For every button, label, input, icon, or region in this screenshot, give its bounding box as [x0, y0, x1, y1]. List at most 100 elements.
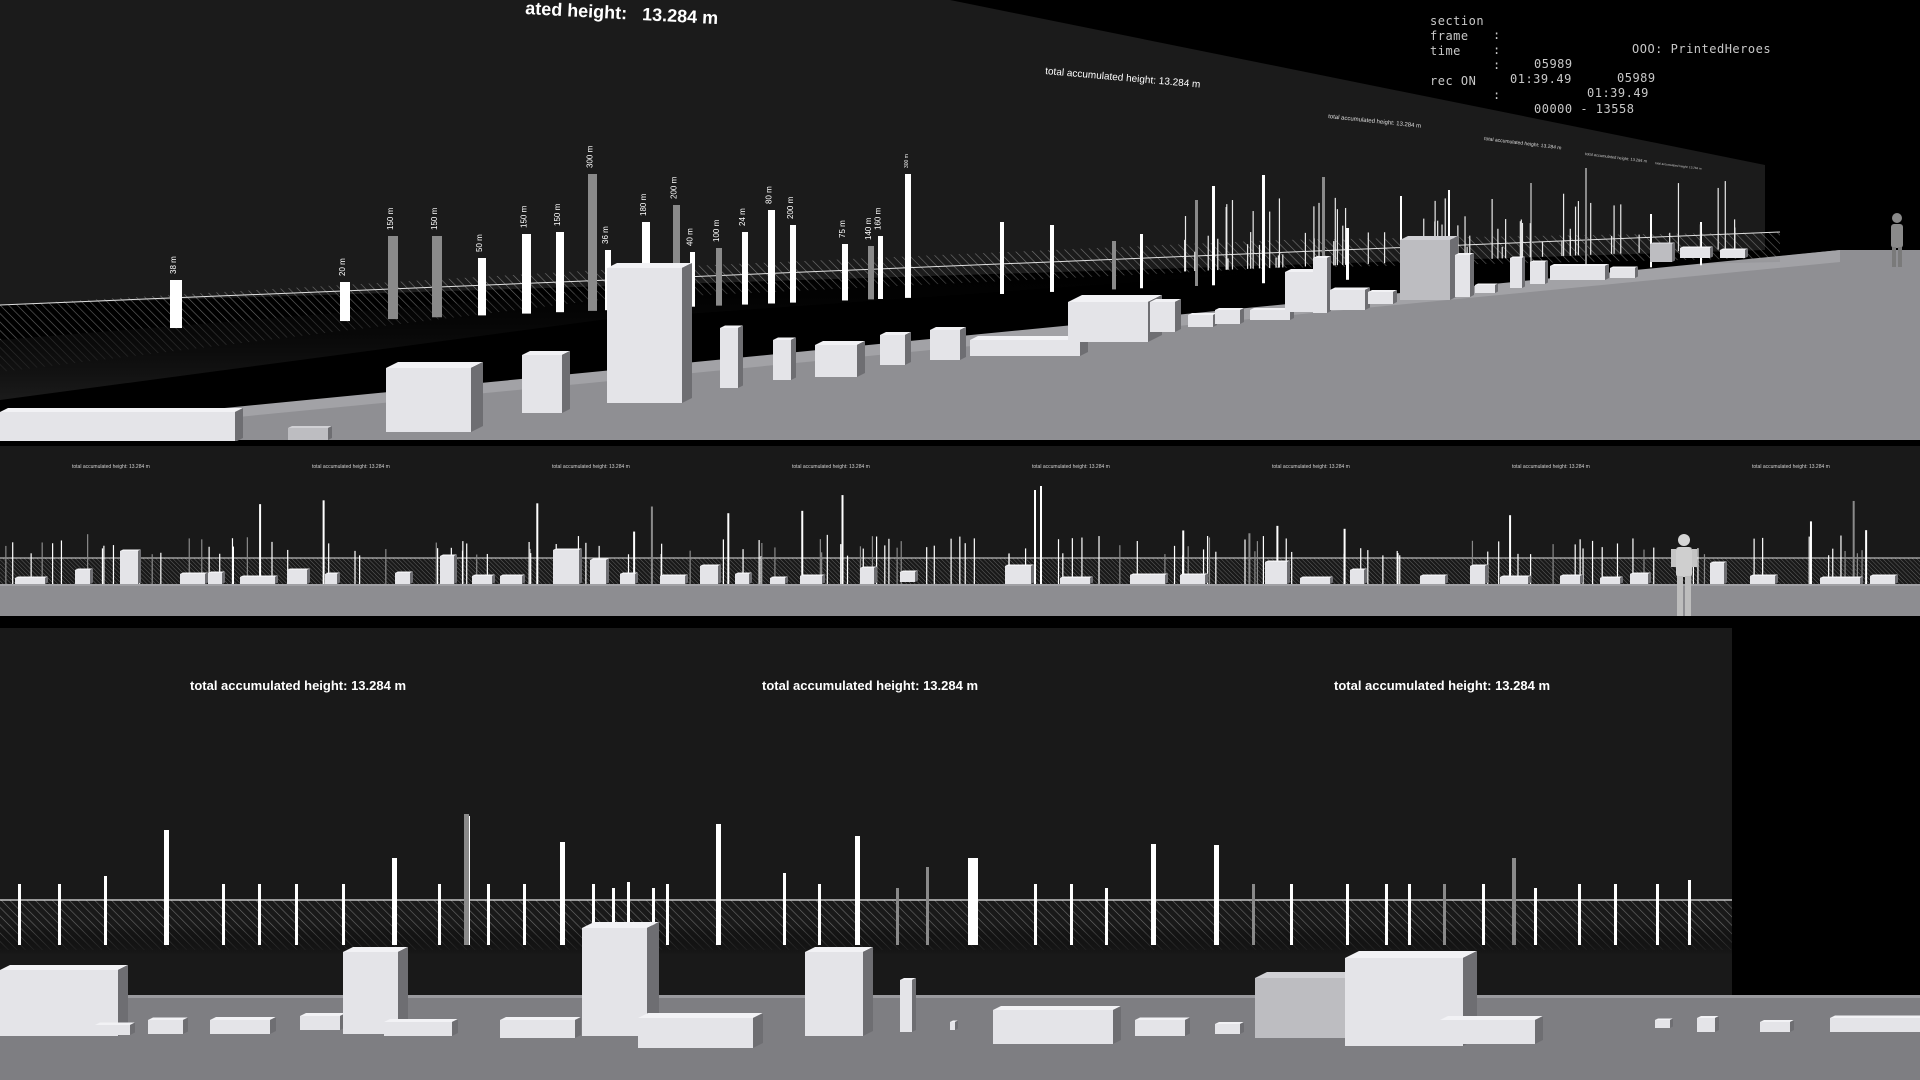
- height-bar: [1367, 550, 1369, 584]
- block: [1650, 242, 1675, 262]
- block: [1600, 576, 1623, 584]
- block: [1180, 573, 1208, 584]
- block: [1330, 287, 1370, 310]
- height-bar: [1434, 200, 1436, 262]
- height-bar: [855, 836, 860, 945]
- bottom-panel: total accumulated height: 13.284 m total…: [0, 628, 1920, 1080]
- height-bar: [888, 538, 890, 584]
- height-bar: [322, 500, 325, 584]
- block: [288, 426, 332, 440]
- height-bar: [1262, 175, 1265, 284]
- bar-height-label: 150 m: [520, 205, 529, 228]
- height-bar: [959, 536, 961, 584]
- height-bar: [1753, 538, 1755, 584]
- height-bar: [1469, 235, 1471, 260]
- height-bar: [438, 884, 441, 945]
- block: [300, 1013, 346, 1030]
- bar-height-label: 80 m: [765, 186, 774, 204]
- height-bar: [826, 534, 828, 584]
- height-bar: [151, 554, 153, 584]
- height-bar: [1136, 541, 1138, 584]
- bar-height-label: 180 m: [639, 193, 648, 216]
- height-bar: [1444, 198, 1446, 261]
- block: [1680, 246, 1713, 258]
- height-bar: [840, 544, 842, 584]
- height-bar: [259, 504, 262, 584]
- block: [1005, 564, 1034, 584]
- height-bar: [1252, 884, 1255, 945]
- height-bar: [1195, 200, 1198, 286]
- height-bar: [1448, 190, 1450, 276]
- height-bar: [666, 884, 669, 945]
- height-bar: [201, 539, 203, 584]
- height-bar: [1482, 884, 1485, 945]
- height-bar: [1248, 533, 1251, 584]
- block: [0, 408, 243, 442]
- block: [700, 564, 721, 584]
- block: [384, 1019, 458, 1036]
- height-bar: [1217, 238, 1219, 271]
- hud-rec-label: rec ON: [1430, 74, 1477, 88]
- height-bar: [385, 549, 387, 584]
- height-bar: [673, 205, 680, 308]
- mid-height-label: total accumulated height: 13.284 m: [1752, 464, 1830, 470]
- height-bar: [1591, 540, 1594, 584]
- block: [1455, 253, 1474, 297]
- height-bar: [585, 542, 587, 584]
- block: [95, 1022, 135, 1035]
- block: [1630, 572, 1651, 584]
- height-bar: [933, 545, 935, 584]
- block: [900, 978, 916, 1032]
- height-bar: [1322, 177, 1325, 281]
- height-bar: [1194, 251, 1196, 272]
- height-bar: [1585, 168, 1587, 270]
- block: [15, 576, 48, 584]
- height-bar: [652, 888, 655, 945]
- block: [75, 568, 93, 584]
- height-bar: [1258, 244, 1261, 269]
- height-bar: [1856, 553, 1858, 584]
- height-bar: [1202, 549, 1205, 584]
- height-bar: [1734, 219, 1736, 249]
- hud-rec-value: 00000 - 13558: [1534, 102, 1635, 116]
- height-bar: [52, 543, 54, 584]
- height-bar: [1342, 225, 1344, 265]
- block: [1060, 576, 1093, 584]
- block: [880, 332, 911, 365]
- block: [210, 1017, 276, 1034]
- hud-frame-a: 05989: [1534, 57, 1573, 71]
- hud-rec-row: rec ON : 00000 - 13558: [1430, 74, 1635, 116]
- height-bar: [466, 543, 468, 584]
- height-bar: [1577, 201, 1580, 256]
- height-bar: [1231, 200, 1234, 270]
- height-bar: [258, 884, 261, 945]
- height-bar: [536, 503, 539, 584]
- height-bar: [1509, 515, 1512, 584]
- height-bar: [112, 545, 115, 584]
- block: [805, 947, 873, 1036]
- height-bar: [1050, 225, 1054, 292]
- height-bar: [627, 554, 630, 584]
- height-bar: [1343, 553, 1345, 584]
- height-bar: [1276, 525, 1279, 584]
- bar-height-label: 150 m: [553, 203, 562, 226]
- height-bar: [716, 248, 722, 306]
- block: [148, 1017, 188, 1034]
- block: [1368, 290, 1397, 304]
- mid-height-label: total accumulated height: 13.284 m: [72, 464, 150, 470]
- bar-height-label: 160 m: [874, 207, 883, 230]
- height-bar: [1614, 884, 1617, 945]
- height-bar: [1574, 206, 1577, 256]
- height-bar: [160, 552, 162, 584]
- height-bar: [1498, 541, 1500, 584]
- height-bar: [1688, 880, 1691, 945]
- height-bar: [1529, 554, 1532, 584]
- block: [607, 263, 692, 403]
- height-bar: [1810, 553, 1812, 584]
- height-bar: [1344, 207, 1347, 265]
- height-bar: [1519, 221, 1521, 258]
- height-bar: [1206, 535, 1209, 584]
- height-bar: [1173, 545, 1176, 584]
